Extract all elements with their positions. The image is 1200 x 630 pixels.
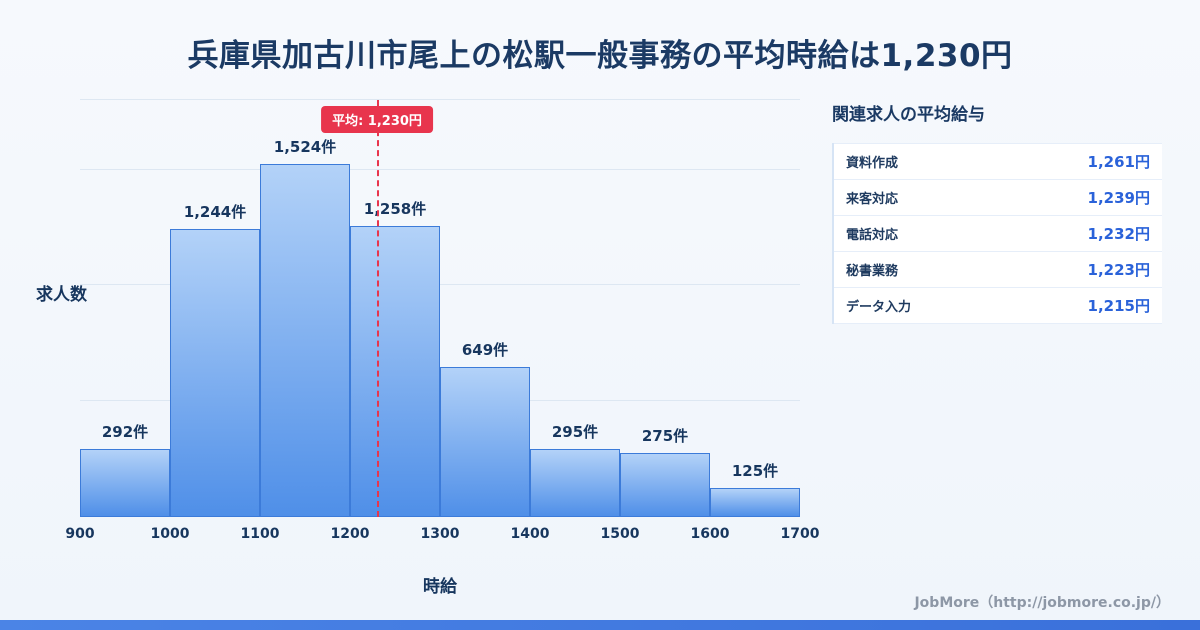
bar-value-label: 125件: [731, 462, 779, 481]
bar-value-label: 292件: [101, 423, 149, 442]
histogram-bar: [710, 488, 800, 517]
related-job-value: 1,215円: [1087, 297, 1150, 315]
x-tick-label: 1400: [510, 526, 550, 542]
related-job-row: データ入力 1,215円: [834, 288, 1162, 324]
bar-value-label: 275件: [641, 427, 689, 446]
average-line: [377, 100, 379, 517]
histogram-plot: 平均: 1,230円 292件 1,244件 1,524件 1,258件 649件 295…: [65, 99, 819, 542]
x-tick-label: 1500: [600, 526, 640, 542]
histogram-bar: [620, 453, 710, 517]
histogram-bar: [170, 228, 260, 517]
related-job-row: 来客対応 1,239円: [834, 180, 1162, 216]
page-title: 兵庫県加古川市尾上の松駅一般事務の平均時給は1,230円: [187, 38, 1013, 74]
related-job-label: 来客対応: [846, 192, 899, 207]
average-badge: 平均: 1,230円: [321, 106, 433, 133]
related-job-row: 秘書業務 1,223円: [834, 252, 1162, 288]
related-job-value: 1,223円: [1087, 261, 1150, 279]
panel-rows: 資料作成 1,261円来客対応 1,239円電話対応 1,232円秘書業務 1,223円…: [832, 143, 1162, 324]
related-job-label: 資料作成: [846, 156, 899, 171]
related-job-row: 電話対応 1,232円: [834, 216, 1162, 252]
x-tick-label: 1300: [420, 526, 460, 542]
related-job-label: データ入力: [846, 300, 912, 315]
gridline: [80, 99, 800, 100]
gridline: [80, 168, 800, 170]
related-job-label: 秘書業務: [846, 264, 899, 279]
histogram-bar: [440, 366, 530, 517]
x-axis-label: 時給: [423, 577, 457, 597]
bar-value-label: 1,524件: [273, 137, 337, 156]
related-job-row: 資料作成 1,261円: [834, 143, 1162, 180]
x-tick-label: 1100: [240, 526, 280, 542]
x-tick-label: 1200: [330, 526, 370, 542]
x-tick-label: 1700: [780, 526, 820, 542]
related-job-value: 1,232円: [1087, 225, 1150, 243]
related-job-value: 1,239円: [1087, 189, 1150, 207]
panel-title: 関連求人の平均給与: [832, 105, 985, 125]
footer-credit: JobMore（http://jobmore.co.jp/）: [914, 595, 1170, 611]
bar-value-label: 295件: [551, 422, 599, 441]
bar-value-label: 1,244件: [183, 202, 247, 221]
histogram-bar: [260, 163, 350, 517]
related-job-label: 電話対応: [846, 228, 899, 243]
x-tick-label: 1000: [150, 526, 190, 542]
y-axis-label: 求人数: [36, 285, 87, 305]
histogram-bar: [350, 225, 440, 517]
gridline: [80, 284, 800, 286]
bottom-accent-strip: [0, 620, 1200, 630]
histogram-bar: [530, 448, 620, 517]
histogram-bar: [80, 449, 170, 517]
related-jobs-panel: 関連求人の平均給与 資料作成 1,261円来客対応 1,239円電話対応 1,232円…: [832, 100, 1162, 324]
related-job-value: 1,261円: [1087, 153, 1150, 171]
bar-value-label: 649件: [461, 340, 509, 359]
bar-value-label: 1,258件: [363, 199, 427, 218]
x-tick-label: 900: [65, 526, 95, 542]
x-tick-label: 1600: [690, 526, 730, 542]
